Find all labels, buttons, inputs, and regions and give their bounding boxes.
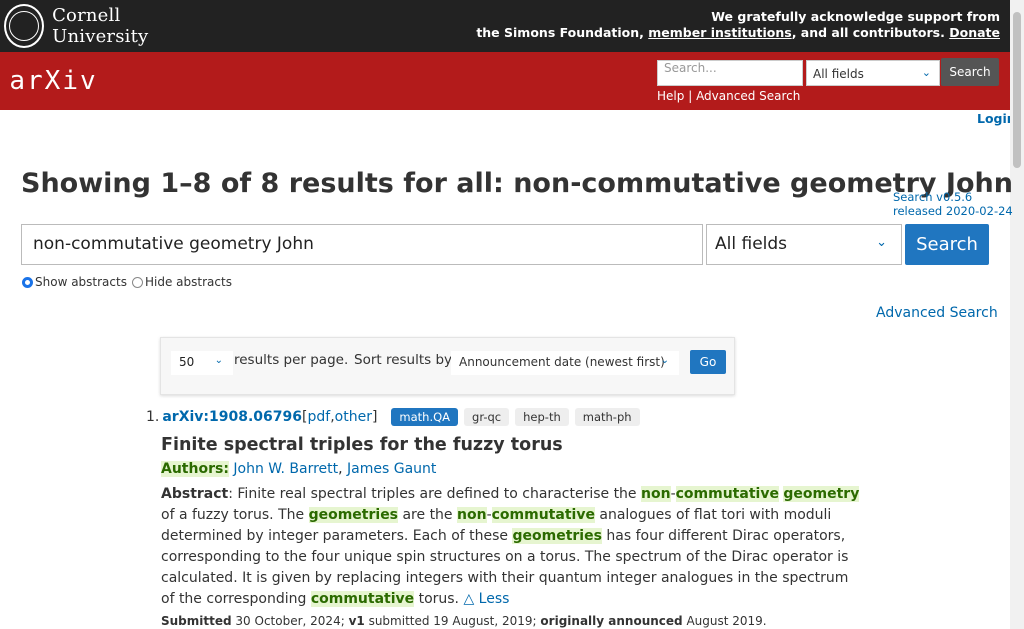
sort-select[interactable]: Announcement date (newest first) ⌄ [451,351,679,375]
help-link[interactable]: Help [657,89,685,103]
header-links: Help | Advanced Search [657,89,801,103]
category-tag: hep-th [515,408,569,426]
author-link[interactable]: James Gaunt [347,461,437,477]
cornell-logo-link[interactable]: Cornell University [4,3,206,48]
top-banner: Cornell University We gratefully acknowl… [0,0,1024,52]
list-item: 1. arXiv:1908.06796 [pdf, other] math.QA… [146,408,866,628]
search-field-select[interactable]: All fields ⌄ [706,224,902,265]
header-field-select[interactable]: All fields ⌄ [806,60,940,86]
chevron-down-icon: ⌄ [660,355,669,366]
arxiv-header: arXiv Search... All fields ⌄ Search Help… [0,52,1010,110]
category-tag: math.QA [391,408,459,426]
header-search-button[interactable]: Search [941,58,999,86]
result-title: Finite spectral triples for the fuzzy to… [161,435,563,455]
arxiv-logo[interactable]: arXiv [9,66,98,96]
donate-link[interactable]: Donate [949,25,1000,40]
other-formats-link[interactable]: other [334,409,372,425]
institution-name: Cornell University [52,4,149,47]
cornell-seal-icon [4,3,45,48]
less-link[interactable]: △ Less [463,591,510,607]
result-authors: Authors: John W. Barrett, James Gaunt [161,461,437,477]
chevron-down-icon: ⌄ [214,355,223,366]
login-link[interactable]: Login [977,111,1016,126]
sort-label: Sort results by [354,352,453,368]
results-options-panel: 50 ⌄ results per page. Sort results by A… [160,337,735,395]
page-size-select[interactable]: 50 ⌄ [171,351,233,375]
submission-info: Submitted 30 October, 2024; v1 submitted… [161,614,767,628]
category-tag: math-ph [574,408,640,426]
show-abstracts-option[interactable]: Show abstracts [22,275,127,289]
page-title: Showing 1–8 of 8 results for all: non-co… [21,168,1013,199]
search-input[interactable]: non-commutative geometry John [21,224,703,265]
member-institutions-link[interactable]: member institutions [648,25,792,40]
category-tag: gr-qc [464,408,510,426]
result-abstract: Abstract: Finite real spectral triples a… [161,486,860,607]
acknowledgement: We gratefully acknowledge support from t… [476,9,1000,40]
header-search-input[interactable]: Search... [657,60,803,86]
pdf-link[interactable]: pdf [307,409,331,425]
go-button[interactable]: Go [690,350,726,374]
scroll-thumb[interactable] [1013,12,1021,168]
advanced-search-link[interactable]: Advanced Search [876,305,998,321]
release-link[interactable]: Search v0.5.6 released 2020-02-24 [893,190,1013,218]
chevron-down-icon: ⌄ [876,235,887,250]
radio-selected-icon[interactable] [22,276,33,288]
search-button[interactable]: Search [905,224,989,265]
hide-abstracts-option[interactable]: Hide abstracts [132,275,232,289]
chevron-down-icon: ⌄ [921,66,931,79]
scrollbar[interactable] [1010,0,1024,629]
author-link[interactable]: John W. Barrett [233,461,339,477]
radio-icon[interactable] [132,276,143,288]
results-per-page-label: results per page. [234,352,349,368]
arxiv-id-link[interactable]: arXiv:1908.06796 [162,409,303,425]
header-advanced-search-link[interactable]: Advanced Search [696,89,801,103]
result-number: 1. [146,409,160,425]
